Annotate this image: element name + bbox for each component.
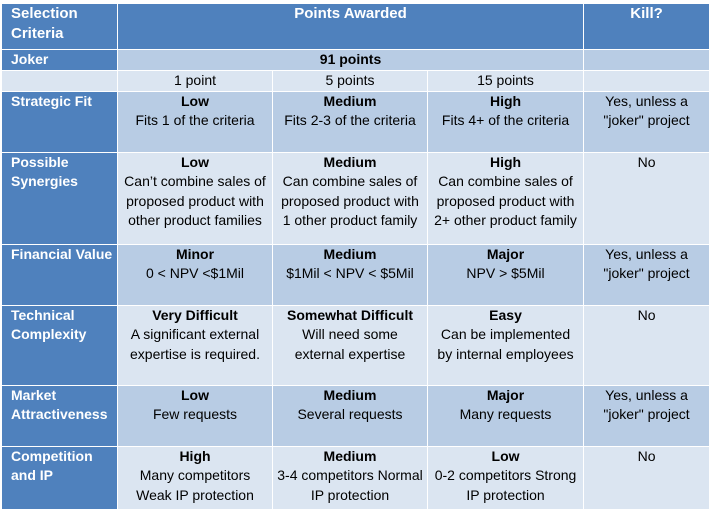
criteria-row: Competition and IP High Many competitors W…	[1, 445, 711, 510]
points-cell: Easy Can be implemented by internal emplo…	[426, 304, 585, 386]
points-cell: Medium Several requests	[272, 384, 428, 447]
cell-title: Low	[181, 386, 209, 403]
cell-title: Major	[486, 386, 525, 403]
cell-title: Major	[486, 245, 525, 262]
cell-title: Medium	[323, 153, 377, 170]
points-cell: Major Many requests	[426, 384, 585, 447]
cell-text: Several requests	[297, 406, 403, 423]
points-cell: Medium Fits 2-3 of the criteria	[272, 90, 428, 153]
points-cell: Medium 3-4 competitors Normal IP protecti…	[272, 445, 428, 510]
levels-label	[1, 70, 118, 92]
criteria-label: Market Attractiveness	[1, 384, 118, 447]
cell-title: Medium	[323, 447, 377, 464]
cell-text: Will need some external expertise	[294, 326, 406, 362]
kill-cell: Yes, unless a "joker" project	[583, 90, 711, 153]
joker-row: Joker 91 points	[1, 49, 711, 71]
levels-kill	[583, 70, 711, 92]
criteria-label: Competition and IP	[1, 445, 118, 510]
cell-title: Very Difficult	[152, 306, 238, 323]
header-row: Selection Criteria Points Awarded Kill?	[1, 3, 711, 50]
cell-text: Fits 2-3 of the criteria	[284, 112, 416, 129]
cell-title: Minor	[175, 245, 215, 262]
cell-text: 0 < NPV <$1Mil	[145, 265, 245, 282]
points-cell: High Can combine sales of proposed produc…	[426, 151, 585, 245]
selection-criteria-header: Selection Criteria	[1, 3, 118, 50]
criteria-label: Technical Complexity	[1, 304, 118, 386]
level-1: 1 point	[117, 70, 273, 92]
cell-title: Low	[491, 447, 520, 464]
cell-text: Can be implemented by internal employees	[437, 326, 574, 362]
cell-title: Somewhat Difficult	[286, 306, 413, 323]
points-cell: High Fits 4+ of the criteria	[426, 90, 585, 153]
kill-cell: No	[583, 304, 711, 386]
cell-text: Many requests	[459, 406, 552, 423]
points-cell: Low Few requests	[117, 384, 273, 447]
kill-header: Kill?	[583, 3, 711, 50]
kill-cell: Yes, unless a "joker" project	[583, 384, 711, 447]
points-cell: Medium Can combine sales of proposed prod…	[272, 151, 428, 245]
points-cell: Minor 0 < NPV <$1Mil	[117, 243, 273, 306]
cell-text: Many competitors Weak IP protection	[136, 467, 254, 503]
cell-title: Medium	[323, 386, 377, 403]
criteria-label: Possible Synergies	[1, 151, 118, 245]
cell-text: Few requests	[152, 406, 238, 423]
criteria-row: Possible Synergies Low Can’t combine sales…	[1, 151, 711, 245]
cell-title: Medium	[323, 245, 377, 262]
cell-text: Fits 1 of the criteria	[135, 112, 255, 129]
cell-text: NPV > $5Mil	[466, 265, 545, 282]
levels-row: 1 point 5 points 15 points	[1, 70, 711, 92]
points-cell: Somewhat Difficult Will need some externa…	[272, 304, 428, 386]
cell-title: Easy	[489, 306, 522, 323]
criteria-row: Technical Complexity Very Difficult A sign…	[1, 304, 711, 386]
points-cell: Major NPV > $5Mil	[426, 243, 585, 306]
cell-text: Fits 4+ of the criteria	[441, 112, 570, 129]
points-cell: Low 0-2 competitors Strong IP protection	[426, 445, 585, 510]
kill-cell: No	[583, 151, 711, 245]
points-awarded-header: Points Awarded	[116, 3, 585, 50]
cell-title: High	[489, 153, 522, 170]
kill-cell: Yes, unless a "joker" project	[583, 243, 711, 306]
cell-text: A significant external expertise is requ…	[130, 326, 260, 362]
joker-kill	[583, 49, 711, 71]
kill-cell: No	[583, 445, 711, 510]
criteria-label: Strategic Fit	[1, 90, 118, 153]
cell-title: Low	[181, 153, 209, 170]
cell-text: 3-4 competitors Normal IP protection	[277, 467, 423, 503]
criteria-label: Financial Value	[1, 243, 118, 306]
cell-text: Can combine sales of proposed product wi…	[281, 173, 419, 229]
cell-text: Can combine sales of proposed product wi…	[434, 173, 577, 229]
joker-label: Joker	[1, 49, 118, 71]
cell-text: Can’t combine sales of proposed product …	[124, 173, 266, 229]
points-cell: Very Difficult A significant external exp…	[117, 304, 273, 386]
cell-title: High	[179, 447, 211, 464]
selection-criteria-table: Selection Criteria Points Awarded Kill? …	[1, 3, 711, 510]
criteria-row: Market Attractiveness Low Few requests Medi…	[1, 384, 711, 447]
points-cell: Medium $1Mil < NPV < $5Mil	[272, 243, 428, 306]
level-15: 15 points	[426, 70, 585, 92]
cell-title: Medium	[323, 92, 377, 109]
criteria-row: Strategic Fit Low Fits 1 of the criteria Me…	[1, 90, 711, 153]
points-cell: Low Fits 1 of the criteria	[117, 90, 273, 153]
level-5: 5 points	[272, 70, 428, 92]
cell-title: Low	[181, 92, 209, 109]
cell-text: 0-2 competitors Strong IP protection	[434, 467, 577, 503]
cell-text: $1Mil < NPV < $5Mil	[286, 265, 414, 282]
cell-title: High	[489, 92, 522, 109]
points-cell: High Many competitors Weak IP protection	[117, 445, 273, 510]
points-cell: Low Can’t combine sales of proposed produ…	[117, 151, 273, 245]
joker-points: 91 points	[116, 49, 585, 71]
criteria-row: Financial Value Minor 0 < NPV <$1Mil Medium…	[1, 243, 711, 306]
